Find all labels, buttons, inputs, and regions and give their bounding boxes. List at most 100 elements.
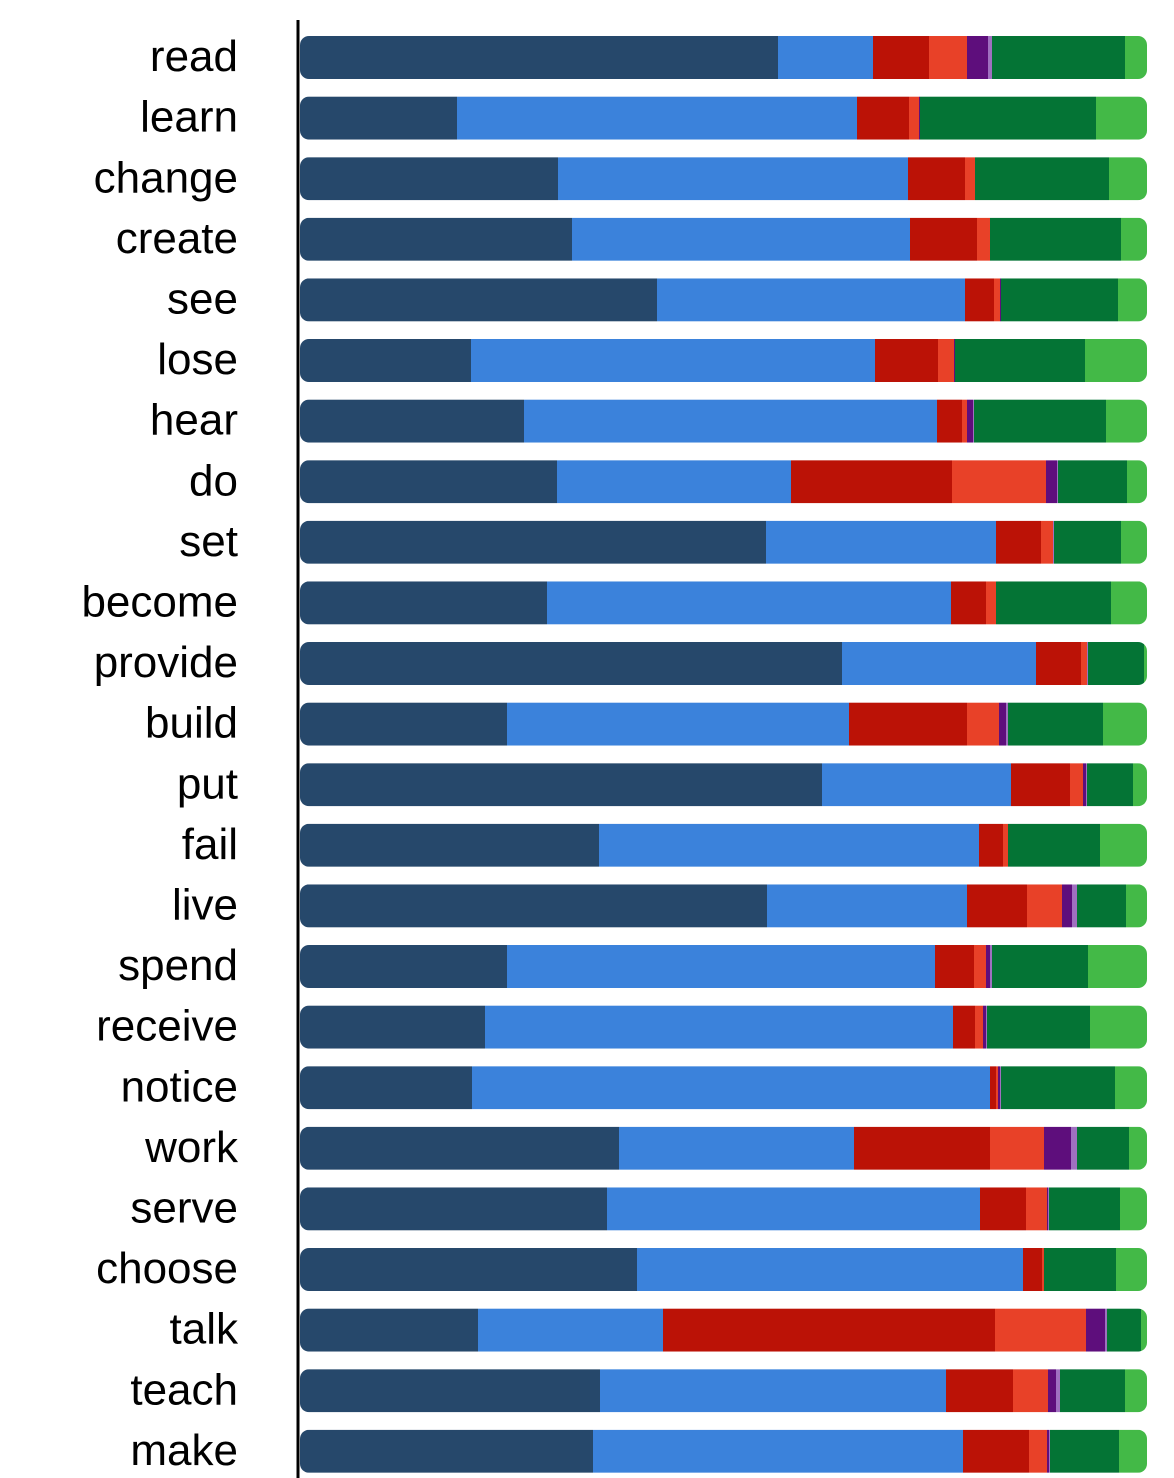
bar-segment — [1085, 339, 1147, 382]
bar-segment — [300, 520, 766, 564]
bar-segment — [1081, 642, 1087, 685]
y-tick-label: live — [172, 881, 238, 930]
bar-segment — [973, 399, 974, 443]
bar-segment — [1107, 1308, 1141, 1352]
bar-segment — [572, 217, 910, 261]
bar-segment — [875, 339, 938, 382]
bar-segment — [1044, 1248, 1116, 1291]
bar-row — [300, 642, 1147, 685]
bar-segment — [842, 642, 1036, 685]
bar-segment — [1048, 1369, 1056, 1413]
y-tick-label: learn — [140, 93, 238, 142]
bar-segment — [1054, 520, 1121, 564]
bar-row — [300, 36, 1147, 79]
bar-segment — [1072, 884, 1077, 928]
bar-row — [300, 157, 1147, 201]
bar-segment — [1036, 642, 1081, 685]
bar-segment — [996, 1066, 998, 1110]
bar-segment — [1023, 1248, 1042, 1291]
bar-segment — [988, 36, 992, 79]
bar-row — [300, 1126, 1147, 1170]
bar-segment — [951, 581, 986, 625]
bar-segment — [1053, 520, 1054, 564]
bar-segment — [1121, 217, 1147, 261]
bar-segment — [1116, 1248, 1147, 1291]
bar-segment — [300, 1126, 619, 1170]
bar-row — [300, 460, 1147, 504]
y-tick-label: read — [150, 32, 238, 81]
bar-segment — [507, 945, 935, 988]
bar-segment — [663, 1308, 995, 1352]
bar-segment — [1029, 1429, 1047, 1473]
bar-segment — [986, 1005, 987, 1049]
bar-segment — [593, 1429, 963, 1473]
bar-segment — [1144, 642, 1147, 685]
bar-segment — [822, 763, 1011, 807]
bar-segment — [910, 217, 977, 261]
bar-segment — [778, 36, 873, 79]
bar-segment — [300, 1308, 478, 1352]
bar-segment — [967, 36, 988, 79]
bar-segment — [457, 96, 857, 140]
bar-segment — [557, 460, 791, 504]
bar-segment — [300, 460, 557, 504]
bar-segment — [607, 1187, 980, 1231]
y-tick-label: do — [189, 456, 238, 505]
bar-segment — [1086, 763, 1087, 807]
bar-segment — [1046, 460, 1057, 504]
bar-segment — [1105, 1308, 1107, 1352]
bar-segment — [637, 1248, 1023, 1291]
bar-segment — [1096, 96, 1147, 140]
bar-segment — [873, 36, 929, 79]
bar-segment — [300, 1187, 607, 1231]
bar-segment — [1109, 157, 1147, 201]
bar-segment — [980, 1187, 1026, 1231]
bar-segment — [998, 1066, 1000, 1110]
bar-segment — [1050, 1429, 1119, 1473]
bar-segment — [300, 1248, 637, 1291]
bar-segment — [1106, 399, 1147, 443]
bar-segment — [965, 157, 975, 201]
bar-segment — [300, 157, 558, 201]
bar-segment — [1049, 1429, 1050, 1473]
y-tick-label: create — [116, 214, 238, 263]
bar-segment — [300, 1429, 593, 1473]
bar-segment — [986, 581, 996, 625]
bar-segment — [1077, 1126, 1129, 1170]
bar-segment — [992, 945, 1088, 988]
bar-segment — [524, 399, 937, 443]
bar-segment — [953, 1005, 975, 1049]
bar-segment — [1047, 1187, 1048, 1231]
bar-segment — [1141, 1308, 1147, 1352]
bar-segment — [994, 278, 1000, 322]
bar-segment — [1041, 520, 1053, 564]
bar-segment — [1047, 1429, 1049, 1473]
bar-segment — [600, 1369, 946, 1413]
bar-segment — [1049, 1187, 1120, 1231]
y-tick-label: change — [94, 153, 238, 202]
bar-segment — [1011, 763, 1070, 807]
bar-segment — [1100, 823, 1147, 867]
bar-segment — [1126, 884, 1147, 928]
y-tick-label: notice — [121, 1062, 238, 1111]
bar-segment — [1077, 884, 1126, 928]
bar-segment — [1111, 581, 1147, 625]
y-tick-label: make — [130, 1426, 238, 1475]
bar-segment — [1071, 1126, 1077, 1170]
bar-segment — [986, 945, 990, 988]
bar-segment — [619, 1126, 854, 1170]
bar-segment — [909, 96, 919, 140]
bar-segment — [766, 520, 996, 564]
bar-segment — [1000, 278, 1001, 322]
bar-segment — [1003, 823, 1008, 867]
bar-segment — [1008, 823, 1100, 867]
bar-segment — [1027, 884, 1062, 928]
bar-segment — [990, 1066, 996, 1110]
bar-segment — [1127, 460, 1147, 504]
bar-row — [300, 1308, 1147, 1352]
bar-segment — [946, 1369, 1013, 1413]
bar-segment — [1058, 460, 1127, 504]
bar-segment — [300, 581, 547, 625]
bar-segment — [1056, 1369, 1060, 1413]
y-tick-label: choose — [96, 1244, 238, 1293]
